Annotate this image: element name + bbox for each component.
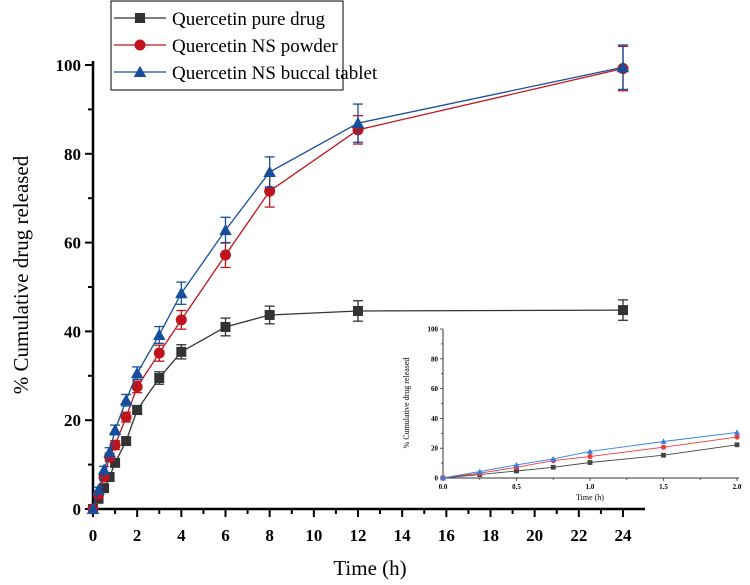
inset-y-tick-label: 40 [431,415,439,423]
data-point [99,483,110,494]
legend-marker [135,13,145,23]
data-point [153,347,165,359]
x-tick-label: 16 [438,526,455,545]
x-tick-label: 4 [177,526,186,545]
inset-data-point [734,434,740,440]
data-point [154,373,165,384]
data-point [92,483,105,495]
inset-y-tick-label: 60 [431,385,439,393]
data-point [121,436,132,447]
data-point [220,321,231,332]
legend-label: Quercetin NS buccal tablet [172,63,378,84]
legend-item: Quercetin NS buccal tablet [114,63,378,84]
inset-x-tick-label: 1.0 [586,483,595,491]
data-point [86,502,100,514]
y-axis-title: % Cumulative drug released [9,155,33,394]
inset-plot: 0 20 40 60 80 100 0.0 0.5 1.0 1.5 2.0 Time (h) % Cum… [402,326,742,503]
legend: Quercetin pure drug Quercetin NS powder Qu… [110,0,378,91]
inset-data-point [661,452,666,458]
inset-x-tick-label: 2.0 [733,483,742,491]
data-point [264,185,276,197]
data-point [97,463,111,475]
data-point [618,305,628,316]
inset-x-tick-label: 1.5 [659,483,668,491]
y-tick-label: 0 [73,500,82,519]
data-point [103,445,116,458]
inset-data-point [660,444,667,450]
inset-data-point [513,461,520,468]
series-0 [88,299,628,514]
data-point [132,404,143,415]
data-point [176,346,187,357]
data-point [175,286,188,299]
data-point [616,60,630,73]
inset-x-tick-label: 0.5 [512,483,521,491]
y-tick-label: 60 [64,234,81,253]
x-tick-label: 24 [615,526,633,545]
data-point [353,305,363,316]
x-tick-label: 0 [89,526,98,545]
legend-label: Quercetin pure drug [172,9,325,30]
data-point [108,423,122,435]
x-axis-title: Time (h) [333,556,406,580]
inset-data-point [476,468,483,474]
inset-series-2 [440,429,740,481]
data-point [131,381,143,393]
inset-data-point [514,468,519,474]
x-tick-label: 12 [350,526,367,545]
data-point [219,223,232,236]
inset-y-tick-label: 0 [435,475,439,483]
data-point [351,116,365,129]
y-tick-label: 100 [56,56,82,75]
data-point [110,457,121,468]
data-point [120,411,132,423]
inset-x-tick-label: 0.0 [439,483,448,491]
x-tick-label: 20 [526,526,543,545]
data-point [220,249,231,261]
inset-y-axis-title: % Cumulative drug released [402,358,411,449]
inset-x-axis-title: Time (h) [576,493,604,502]
inset-y-tick-label: 100 [428,326,439,334]
inset-data-point [660,438,667,444]
inset-series-0 [440,442,740,481]
data-point [119,393,133,406]
data-point [153,328,166,340]
x-tick-label: 22 [570,526,587,545]
inset-data-point [550,455,557,462]
legend-label: Quercetin NS powder [172,36,338,57]
y-tick-label: 80 [64,145,81,164]
series-line [92,309,624,510]
x-tick-label: 10 [305,526,322,545]
data-point [130,366,144,379]
data-point [263,165,276,178]
inset-y-tick-label: 80 [431,355,439,363]
inset-data-point [587,453,593,460]
series-2 [86,44,630,514]
x-tick-label: 6 [221,526,230,545]
x-tick-label: 14 [394,526,412,545]
inset-data-point [734,429,740,435]
inset-data-point [587,460,593,465]
x-tick-label: 8 [265,526,274,545]
data-point [104,472,115,483]
legend-item: Quercetin NS powder [114,36,338,57]
y-tick-label: 20 [64,411,81,430]
inset-data-point [550,464,556,470]
y-tick-label: 40 [64,322,81,341]
x-tick-label: 2 [133,526,142,545]
inset-y-tick-label: 20 [431,445,439,453]
data-point [264,309,275,320]
legend-item: Quercetin pure drug [114,9,325,30]
inset-data-point [440,475,446,481]
legend-marker [133,65,147,77]
inset-data-point [734,442,740,448]
data-point [175,314,187,326]
legend-marker [134,39,146,51]
x-tick-label: 18 [482,526,499,545]
inset-data-point [587,448,593,454]
